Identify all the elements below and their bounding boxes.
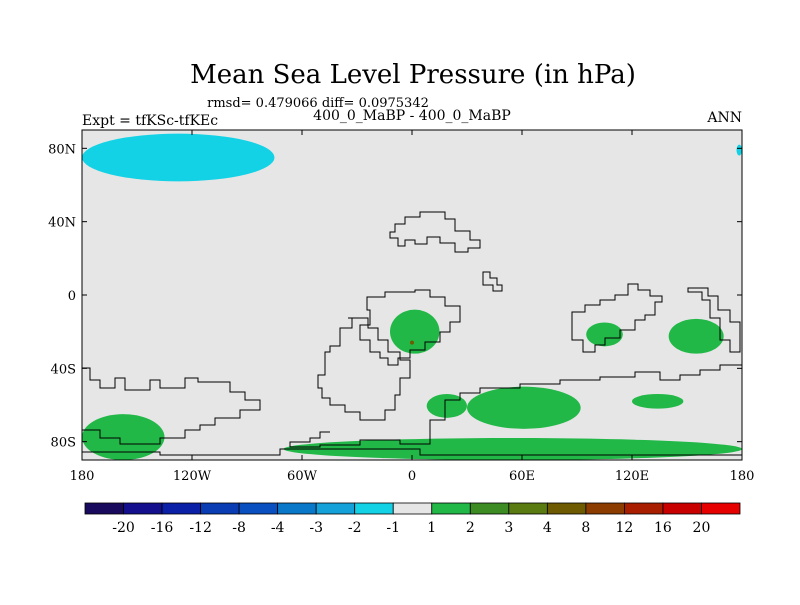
y-tick-label: 0	[68, 289, 76, 304]
colorbar-label: -8	[232, 520, 246, 536]
season-label: ANN	[706, 110, 742, 126]
colorbar-swatch	[161, 502, 201, 515]
colorbar-label: -20	[112, 520, 135, 536]
colorbar-label: -4	[271, 520, 285, 536]
anomaly-indonesia-positive	[586, 322, 623, 347]
x-tick-label: 60W	[287, 469, 318, 484]
coastlines	[82, 211, 742, 456]
x-tick-label: 60E	[509, 469, 535, 484]
colorbar-swatch	[701, 502, 741, 515]
coastline-africa	[359, 289, 461, 366]
colorbar-label: -2	[348, 520, 362, 536]
colorbar: -20 -16 -12 -8 -4 -3 -2 -1 1 2 3 4 8 12 16 20	[84, 502, 741, 536]
colorbar-label: 8	[581, 520, 590, 536]
coastline-europe	[389, 211, 481, 253]
y-tick-label: 80N	[48, 142, 76, 157]
colorbar-swatch	[469, 502, 510, 515]
anomaly-point-marker	[410, 340, 414, 345]
coastline-north-africa-mideast	[482, 271, 503, 292]
colorbar-label: 16	[654, 520, 672, 536]
colorbar-label: -16	[151, 520, 174, 536]
colorbar-label: -1	[386, 520, 400, 536]
x-tick-label: 120E	[615, 469, 649, 484]
colorbar-label: 12	[615, 520, 633, 536]
y-tick-label: 40N	[48, 216, 76, 231]
colorbar-swatch	[392, 502, 433, 515]
colorbar-label: 20	[693, 520, 711, 536]
x-tick-label: 180	[70, 469, 95, 484]
x-tick-label: 180	[730, 469, 755, 484]
colorbar-swatch	[315, 502, 356, 515]
colorbar-swatch	[238, 502, 279, 515]
colorbar-label: 3	[504, 520, 513, 536]
coastline-asia	[571, 283, 663, 353]
stats-text: rmsd= 0.479066 diff= 0.0975342	[207, 96, 429, 111]
x-tick-label: 120W	[173, 469, 212, 484]
colorbar-label: -3	[309, 520, 323, 536]
anomaly-arctic-pacific-edge-negative	[736, 144, 742, 156]
coastline-pacific-land	[687, 287, 741, 353]
coastline-south-america	[317, 317, 411, 421]
anomaly-indian-ocean-positive	[466, 386, 581, 429]
colorbar-swatch	[123, 502, 163, 515]
coastline-southern-continent	[289, 364, 742, 448]
anomaly-antarctic-pacific-positive	[82, 414, 165, 461]
colorbar-label: 1	[427, 520, 436, 536]
colorbar-swatch	[200, 502, 240, 515]
period-label: 400_0_MaBP - 400_0_MaBP	[313, 108, 511, 124]
colorbar-swatch	[624, 502, 664, 515]
colorbar-swatch	[354, 502, 394, 515]
colorbar-swatch	[277, 502, 317, 515]
anomaly-arctic-atlantic-negative	[82, 133, 275, 182]
x-tick-label: 0	[408, 469, 416, 484]
colorbar-swatch	[662, 502, 702, 515]
anomaly-south-pacific-small-positive	[632, 394, 684, 409]
chart-title: Mean Sea Level Pressure (in hPa)	[190, 60, 636, 90]
colorbar-swatch	[84, 502, 124, 515]
y-tick-label: 80S	[51, 436, 76, 451]
anomaly-west-pacific-positive	[668, 318, 724, 354]
colorbar-swatch	[508, 502, 548, 515]
anomaly-south-africa-west-positive	[426, 394, 468, 418]
colorbar-label: 4	[543, 520, 552, 536]
colorbar-swatch	[546, 502, 587, 515]
map-background	[82, 130, 742, 460]
map-plot-area: 180 120W 60W 0 60E 120E 180 80N 40N 0 40S 80S	[48, 129, 754, 484]
colorbar-label: 2	[466, 520, 475, 536]
colorbar-swatch	[585, 502, 625, 515]
anomaly-regions	[82, 133, 742, 461]
colorbar-swatch	[431, 502, 471, 515]
coastline-west-pacific-arc	[82, 367, 261, 445]
y-tick-label: 40S	[51, 362, 76, 377]
anomaly-south-atlantic-positive	[390, 309, 440, 354]
experiment-label: Expt = tfKSc-tfKEc	[82, 113, 218, 129]
colorbar-label: -12	[189, 520, 212, 536]
coastline-antarctic-edge	[82, 448, 742, 456]
map-axes: 180 120W 60W 0 60E 120E 180 80N 40N 0 40S 80S	[48, 130, 754, 484]
